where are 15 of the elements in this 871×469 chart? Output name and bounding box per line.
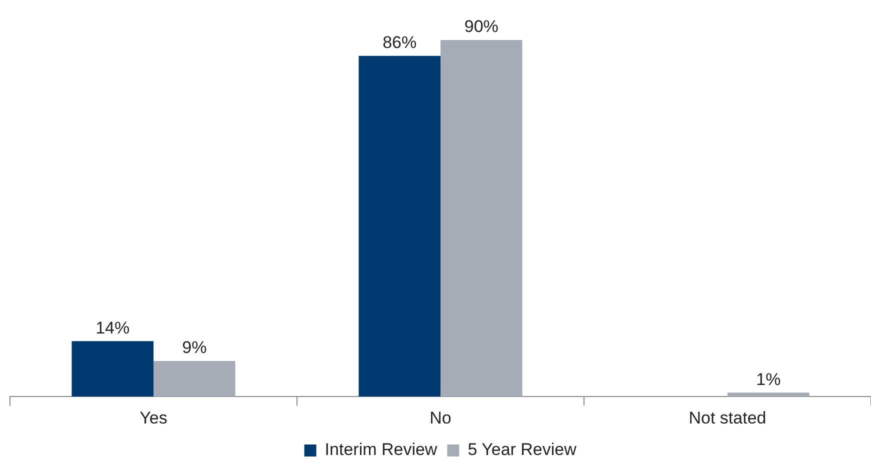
bar <box>154 360 236 397</box>
x-tick-label: Not stated <box>688 408 766 428</box>
bar <box>358 56 440 397</box>
legend-label: Interim Review <box>324 440 438 460</box>
data-label: 90% <box>464 17 498 36</box>
data-label: 1% <box>756 370 781 389</box>
data-label: 9% <box>182 338 207 358</box>
bar <box>728 392 810 397</box>
x-tick-label: No <box>430 408 452 428</box>
x-tick-label: Yes <box>140 408 168 428</box>
bar <box>72 341 154 397</box>
bar <box>440 40 522 397</box>
legend-label: 5 Year Review <box>468 440 578 460</box>
data-label: 14% <box>96 318 130 338</box>
data-label: 86% <box>382 33 417 52</box>
